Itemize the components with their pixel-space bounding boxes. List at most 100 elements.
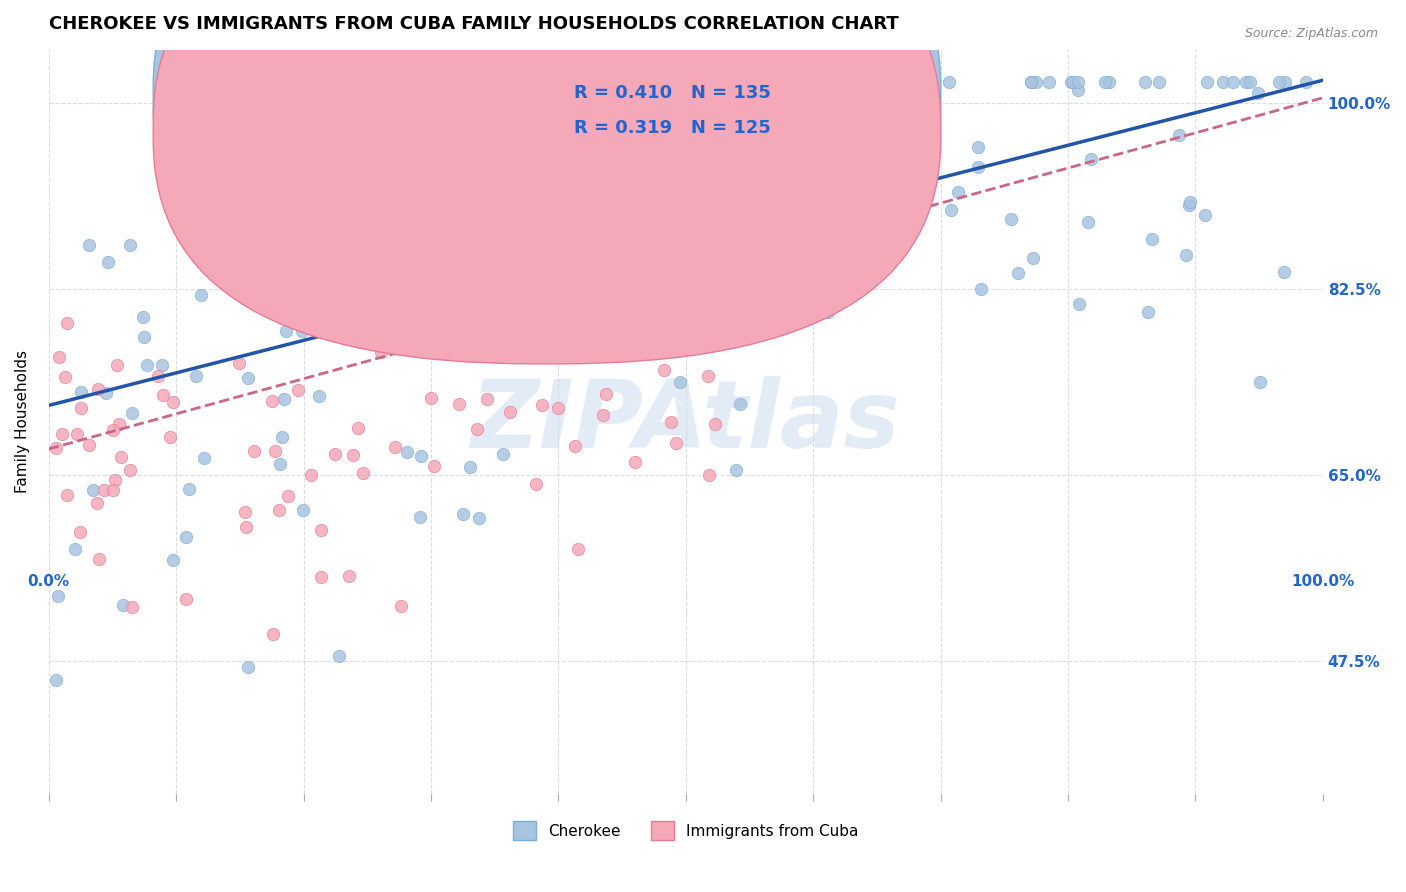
Point — [568, 246, 591, 260]
Point — [1060, 75, 1083, 89]
Point — [273, 392, 295, 406]
Point — [132, 310, 155, 324]
Point — [1094, 75, 1116, 89]
Point — [108, 417, 131, 431]
Point — [538, 322, 561, 336]
Point — [505, 75, 527, 89]
Point — [460, 460, 482, 475]
Point — [1222, 75, 1244, 89]
Point — [308, 201, 330, 215]
Point — [212, 211, 235, 226]
Point — [439, 147, 461, 161]
Point — [617, 273, 640, 287]
Point — [848, 150, 870, 164]
Point — [51, 427, 73, 442]
Point — [193, 450, 215, 465]
Point — [56, 316, 79, 330]
Point — [600, 272, 623, 286]
Point — [564, 95, 586, 110]
Point — [269, 457, 291, 471]
Point — [592, 408, 614, 422]
Point — [659, 416, 682, 430]
Point — [190, 202, 212, 216]
Point — [395, 445, 418, 459]
Point — [433, 293, 456, 308]
Point — [564, 439, 586, 453]
FancyBboxPatch shape — [153, 0, 941, 364]
Point — [329, 283, 352, 297]
Point — [93, 483, 115, 497]
Point — [1007, 266, 1029, 280]
Point — [516, 234, 538, 248]
Point — [325, 447, 347, 461]
Point — [439, 248, 461, 262]
Point — [1239, 75, 1261, 89]
Point — [110, 450, 132, 464]
Text: 0.0%: 0.0% — [28, 574, 70, 590]
Point — [1212, 75, 1234, 89]
Point — [291, 324, 314, 338]
Point — [55, 488, 77, 502]
Point — [105, 358, 128, 372]
Point — [1247, 87, 1270, 101]
Point — [150, 358, 173, 372]
Point — [367, 141, 389, 155]
Point — [1067, 83, 1090, 97]
Point — [686, 75, 709, 89]
Point — [389, 599, 412, 614]
Point — [811, 75, 834, 89]
Point — [672, 118, 695, 132]
Point — [391, 161, 413, 175]
Point — [1077, 215, 1099, 229]
Point — [299, 467, 322, 482]
Point — [254, 210, 277, 224]
Point — [236, 660, 259, 674]
Point — [162, 395, 184, 409]
Point — [793, 264, 815, 278]
Point — [70, 384, 93, 399]
Point — [526, 152, 548, 166]
Point — [1019, 75, 1042, 89]
Point — [262, 179, 284, 194]
Point — [70, 401, 93, 415]
Point — [443, 304, 465, 318]
Point — [468, 511, 491, 525]
Point — [609, 198, 631, 212]
Point — [482, 95, 505, 110]
Point — [148, 369, 170, 384]
Point — [121, 599, 143, 614]
Point — [69, 525, 91, 540]
Point — [800, 75, 823, 89]
Point — [1067, 297, 1090, 311]
Point — [693, 199, 716, 213]
Point — [267, 503, 290, 517]
Point — [332, 295, 354, 310]
Point — [910, 75, 932, 89]
Point — [467, 422, 489, 436]
Point — [477, 392, 499, 406]
Point — [1234, 75, 1257, 89]
Point — [277, 489, 299, 503]
Point — [501, 315, 523, 329]
Point — [77, 438, 100, 452]
Point — [672, 220, 695, 235]
Point — [66, 427, 89, 442]
Point — [104, 473, 127, 487]
Point — [159, 430, 181, 444]
Text: R = 0.410   N = 135: R = 0.410 N = 135 — [574, 84, 770, 102]
Point — [211, 204, 233, 219]
Point — [399, 290, 422, 304]
Text: R = 0.319   N = 125: R = 0.319 N = 125 — [574, 119, 770, 137]
Point — [668, 375, 690, 389]
Point — [569, 75, 592, 89]
Point — [159, 144, 181, 158]
Point — [803, 156, 825, 170]
Point — [425, 244, 447, 259]
Point — [384, 440, 406, 454]
Point — [235, 241, 257, 255]
Point — [666, 204, 689, 219]
Point — [120, 463, 142, 477]
Point — [1135, 75, 1157, 89]
Point — [495, 75, 517, 89]
Point — [347, 421, 370, 435]
